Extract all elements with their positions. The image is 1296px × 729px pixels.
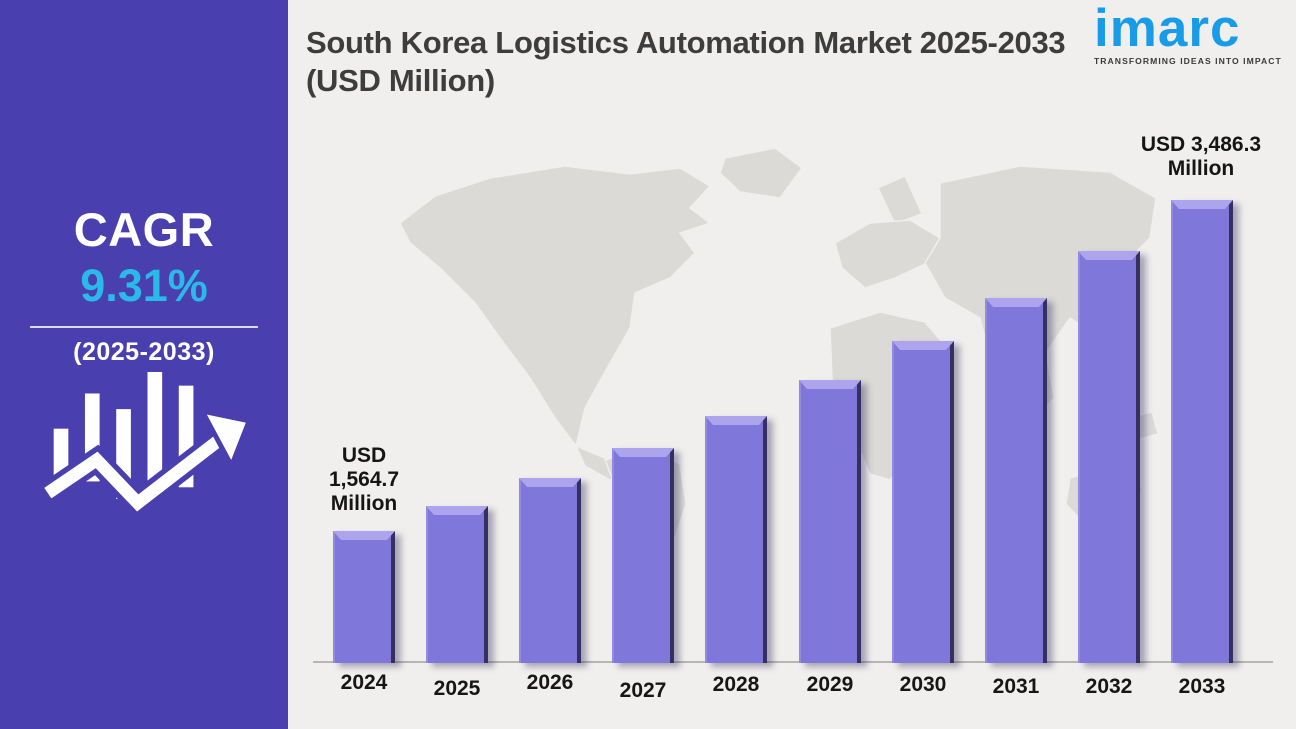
brand-wordmark: imarc xyxy=(1094,0,1241,58)
data-label-line: 1,564.7 xyxy=(328,468,400,491)
bar-2030 xyxy=(892,341,954,663)
cagr-period: (2025-2033) xyxy=(73,337,215,366)
bar-2026 xyxy=(519,478,581,663)
x-axis-label-2030: 2030 xyxy=(899,673,947,696)
bar-2033 xyxy=(1171,200,1233,663)
chart-panel: South Korea Logistics Automation Market … xyxy=(288,0,1296,729)
data-label-line: USD 3,486.3 xyxy=(1140,133,1262,156)
bar-2032 xyxy=(1078,251,1140,663)
page-title: South Korea Logistics Automation Market … xyxy=(306,25,1066,98)
cagr-block: CAGR 9.31% (2025-2033) xyxy=(0,205,288,367)
sidebar: CAGR 9.31% (2025-2033) xyxy=(0,0,288,729)
data-label-2024: USD 1,564.7 Million xyxy=(302,444,426,516)
data-label-2033: USD 3,486.3 Million xyxy=(1109,133,1293,181)
x-axis-label-2025: 2025 xyxy=(433,677,481,700)
bar-2029 xyxy=(799,380,861,663)
bar-2031 xyxy=(985,298,1047,663)
bar-2024 xyxy=(333,531,395,663)
x-axis-label-2033: 2033 xyxy=(1178,675,1226,698)
cagr-value: 9.31% xyxy=(80,260,208,312)
bar-2028 xyxy=(705,416,767,663)
cagr-divider xyxy=(30,325,258,328)
plot-area: 2024 2025 2026 2027 2028 2029 2030 2031 2032 2033 xyxy=(288,0,1296,729)
bar-2025 xyxy=(426,506,488,663)
x-axis-label-2026: 2026 xyxy=(526,671,574,694)
x-axis-label-2024: 2024 xyxy=(340,671,388,694)
brand-tagline: TRANSFORMING IDEAS INTO IMPACT xyxy=(1094,56,1282,66)
data-label-line: USD xyxy=(341,444,387,467)
data-label-line: Million xyxy=(1167,157,1235,180)
x-axis-line xyxy=(313,661,1273,663)
x-axis-label-2029: 2029 xyxy=(806,673,854,696)
x-axis-label-2027: 2027 xyxy=(619,679,667,702)
bar-2027 xyxy=(612,448,674,663)
x-axis-label-2032: 2032 xyxy=(1085,675,1133,698)
imarc-logo: imarc TRANSFORMING IDEAS INTO IMPACT xyxy=(1094,2,1282,66)
bar-chart-trend-arrow-icon xyxy=(41,371,253,519)
x-axis-label-2031: 2031 xyxy=(992,675,1040,698)
x-axis-label-2028: 2028 xyxy=(712,673,760,696)
cagr-label: CAGR xyxy=(73,203,215,256)
data-label-line: Million xyxy=(330,492,398,515)
